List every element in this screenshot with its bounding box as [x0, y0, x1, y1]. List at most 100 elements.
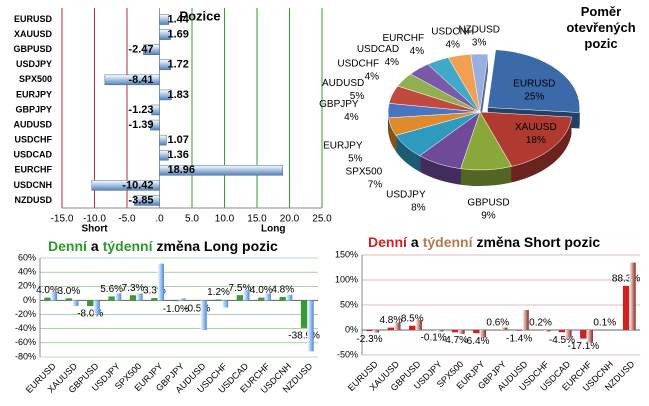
category-label: SPX500 [19, 74, 52, 84]
bar [221, 300, 229, 308]
bar [394, 322, 401, 330]
value-label: -3.85 [128, 194, 153, 206]
bar [50, 291, 58, 301]
bar [159, 134, 167, 146]
value-label: 1.36 [168, 149, 189, 161]
bar [479, 330, 487, 338]
bar [108, 296, 115, 301]
slice-percent: 4% [365, 71, 380, 82]
bar [87, 300, 94, 307]
slice-percent: 5% [350, 90, 365, 101]
bar [264, 293, 271, 301]
bar [285, 294, 293, 301]
value-label: 7.3% [122, 283, 145, 294]
value-label: 1.72 [168, 59, 189, 71]
title-part: týdenní [423, 234, 474, 250]
slice [487, 49, 580, 113]
slice-label: SPX500 7% [346, 166, 383, 190]
bar [415, 320, 422, 330]
category-label: USDCHF [15, 135, 53, 145]
value-label: -0.5% [184, 303, 210, 314]
value-label: -2.47 [128, 44, 153, 56]
value-label: -8.41 [128, 74, 153, 86]
x-tick-label: 10.0 [215, 214, 235, 225]
value-label: 1.69 [168, 29, 189, 41]
x-tick-label: -15.0 [51, 214, 74, 225]
bar [436, 330, 444, 332]
bar [172, 300, 179, 302]
x-tick-label: 25.0 [312, 214, 332, 225]
bar [134, 195, 160, 206]
value-label: -4.5% [549, 335, 575, 346]
value-label: 4.8% [271, 285, 294, 296]
chart-title: Pozice [179, 8, 220, 23]
y-tick-label: 40% [18, 267, 36, 277]
value-label: 0.6% [486, 317, 509, 328]
slice [479, 111, 572, 167]
value-label: -1.23 [128, 104, 153, 116]
y-tick-label: 0% [345, 324, 358, 334]
bar [93, 300, 100, 315]
bar [159, 14, 170, 25]
bar [157, 263, 165, 301]
bar [522, 310, 529, 330]
slice-label: XAUUSD 18% [515, 122, 557, 146]
bar [65, 298, 73, 301]
slice-label: EURJPY 5% [323, 140, 363, 164]
bar [91, 180, 160, 191]
y-tick-label: 50% [340, 299, 358, 309]
bar [366, 330, 373, 332]
slice-category: EURJPY [323, 140, 363, 151]
value-label: 5.6% [100, 284, 123, 295]
bar [580, 330, 587, 339]
bar [279, 297, 286, 301]
slice-label: AUDUSD 5% [322, 77, 364, 101]
value-label: 1.07 [168, 134, 189, 146]
x-tick-label: .0 [155, 214, 164, 225]
category-label: GBPUSD [13, 44, 52, 54]
slice-percent: 9% [481, 210, 496, 221]
value-label: -1.39 [128, 119, 153, 131]
value-label: 4.0% [250, 285, 273, 296]
slice-percent: 5% [348, 153, 363, 164]
bar [143, 44, 160, 55]
category-label: USDJPY [16, 59, 52, 69]
value-label: 7.5% [229, 283, 252, 294]
y-tick-label: 20% [18, 281, 36, 291]
bar [558, 330, 566, 333]
slice-percent: 25% [524, 91, 544, 102]
x-tick-label: 20.0 [280, 214, 300, 225]
annotation: Short [81, 224, 108, 235]
bar [409, 325, 416, 330]
bar [114, 293, 122, 301]
slice-label: EURUSD 25% [513, 78, 555, 102]
slice-label: GBPJPY 4% [319, 99, 359, 123]
bar [458, 330, 465, 334]
slice-label: NZDUSD 3% [458, 24, 500, 48]
category-label: EURUSD [14, 14, 53, 24]
category-label: XAUUSD [14, 29, 53, 39]
slice-percent: 18% [526, 135, 546, 146]
bar [473, 330, 480, 334]
slice-label: USDJPY 8% [386, 189, 426, 213]
slice-label: EURCHF 4% [382, 33, 424, 57]
value-label: -0.1% [421, 333, 447, 344]
value-label: 1.44 [168, 13, 190, 25]
bar [258, 297, 265, 301]
bar [150, 119, 160, 131]
value-label: 88.3% [612, 273, 640, 284]
slice-label: USDCNH 4% [431, 26, 474, 50]
bar [543, 330, 551, 332]
title-part: Denní [368, 234, 408, 250]
slice-category: GBPJPY [319, 99, 359, 110]
bar [159, 165, 283, 176]
bar [44, 297, 51, 301]
category-label: USDCNH [13, 180, 52, 190]
slice-category: USDCHF [337, 58, 379, 69]
bar [151, 298, 158, 301]
slice-label: USDCAD 4% [357, 44, 399, 68]
bar [159, 89, 172, 101]
slice-category: EURUSD [513, 78, 555, 89]
